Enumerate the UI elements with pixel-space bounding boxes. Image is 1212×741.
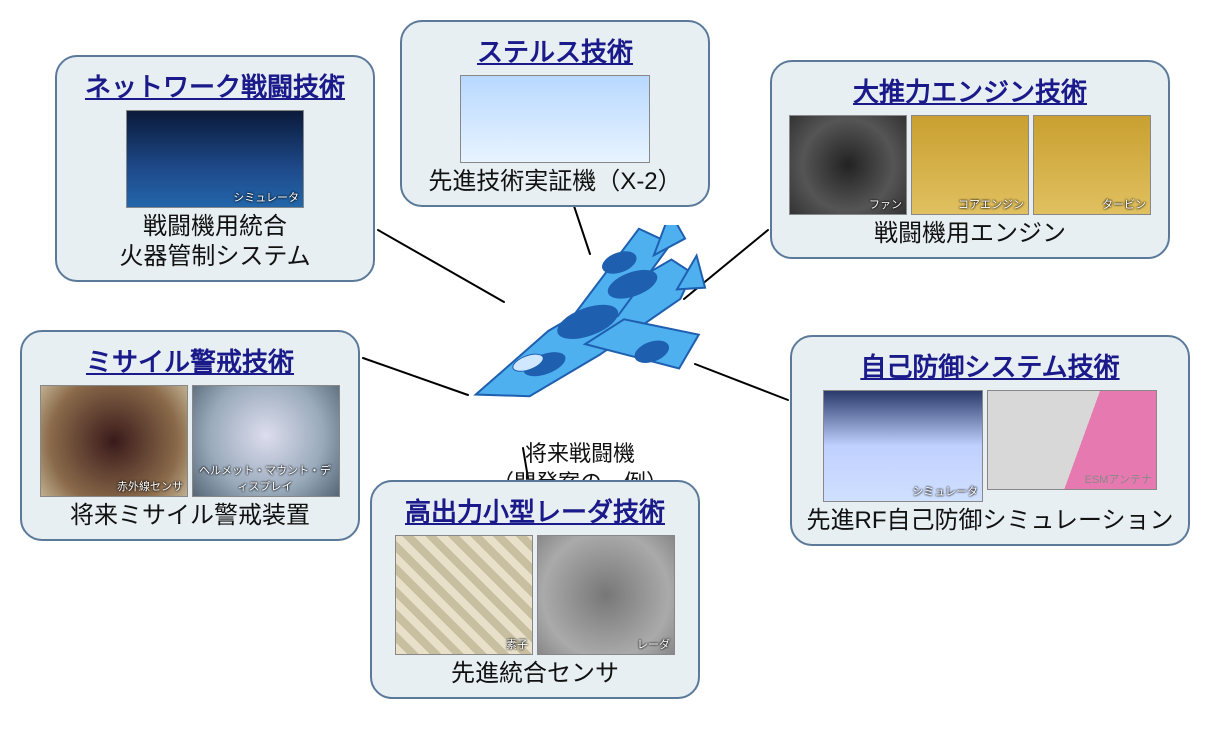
thumb-label: 素子 xyxy=(504,636,530,652)
tech-node-caption: 先進RF自己防御シミュレーション xyxy=(804,506,1176,536)
thumb-label: ファン xyxy=(867,196,904,212)
thumb-image: シミュレータ xyxy=(126,110,304,208)
thumb-image: シミュレータ xyxy=(823,390,983,502)
center-caption-line1: 将来戦闘機 xyxy=(525,441,635,466)
fighter-jet-illustration xyxy=(440,225,720,435)
tech-node-self-defense: 自己防御システム技術シミュレータ ESMアンテナ先進RF自己防御シミュレーション xyxy=(790,335,1190,546)
tech-node-caption: 将来ミサイル警戒装置 xyxy=(34,501,346,531)
tech-node-thumbs: 素子 レーダ xyxy=(384,535,686,655)
tech-node-missile-warn: ミサイル警戒技術赤外線センサヘルメット・マウント・ディスプレイ将来ミサイル警戒装… xyxy=(20,330,360,541)
thumb-image: ファン xyxy=(789,115,907,215)
tech-node-radar: 高出力小型レーダ技術素子 レーダ先進統合センサ xyxy=(370,480,700,699)
tech-node-title: ミサイル警戒技術 xyxy=(34,342,346,379)
thumb-label: レーダ xyxy=(635,636,672,652)
thumb-label: 赤外線センサ xyxy=(115,478,185,494)
thumb-label: コアエンジン xyxy=(956,196,1026,212)
tech-node-thumbs: ファン コアエンジン タービン xyxy=(784,115,1156,215)
tech-node-title: 自己防御システム技術 xyxy=(804,347,1176,384)
tech-node-title: ステルス技術 xyxy=(414,32,696,69)
thumb-image: タービン xyxy=(1033,115,1151,215)
thumb-image: ヘルメット・マウント・ディスプレイ xyxy=(192,385,340,497)
thumb-label: シミュレータ xyxy=(910,483,980,499)
tech-node-network: ネットワーク戦闘技術シミュレータ戦闘機用統合火器管制システム xyxy=(55,55,375,282)
tech-node-thumbs: 赤外線センサヘルメット・マウント・ディスプレイ xyxy=(34,385,346,497)
thumb-image xyxy=(460,75,650,163)
thumb-label: タービン xyxy=(1100,196,1148,212)
tech-node-thumbs xyxy=(414,75,696,163)
tech-node-title: 大推力エンジン技術 xyxy=(784,72,1156,109)
center-block: 将来戦闘機 （開発案の一例） xyxy=(430,225,730,497)
thumb-image: レーダ xyxy=(537,535,675,655)
tech-node-title: ネットワーク戦闘技術 xyxy=(69,67,361,104)
tech-node-title: 高出力小型レーダ技術 xyxy=(384,492,686,529)
thumb-label: ESMアンテナ xyxy=(1083,471,1154,487)
tech-node-caption: 先進技術実証機（X-2） xyxy=(414,167,696,197)
thumb-image: 素子 xyxy=(395,535,533,655)
tech-node-stealth: ステルス技術先進技術実証機（X-2） xyxy=(400,20,710,207)
tech-node-caption: 戦闘機用エンジン xyxy=(784,219,1156,249)
thumb-image: コアエンジン xyxy=(911,115,1029,215)
thumb-image: 赤外線センサ xyxy=(40,385,188,497)
tech-node-caption: 先進統合センサ xyxy=(384,659,686,689)
tech-node-engine: 大推力エンジン技術ファン コアエンジン タービン戦闘機用エンジン xyxy=(770,60,1170,259)
thumb-label: ヘルメット・マウント・ディスプレイ xyxy=(193,462,337,494)
thumb-image: ESMアンテナ xyxy=(987,390,1157,490)
tech-node-caption: 戦闘機用統合火器管制システム xyxy=(69,212,361,272)
tech-node-thumbs: シミュレータ ESMアンテナ xyxy=(804,390,1176,502)
tech-node-thumbs: シミュレータ xyxy=(69,110,361,208)
thumb-label: シミュレータ xyxy=(231,189,301,205)
